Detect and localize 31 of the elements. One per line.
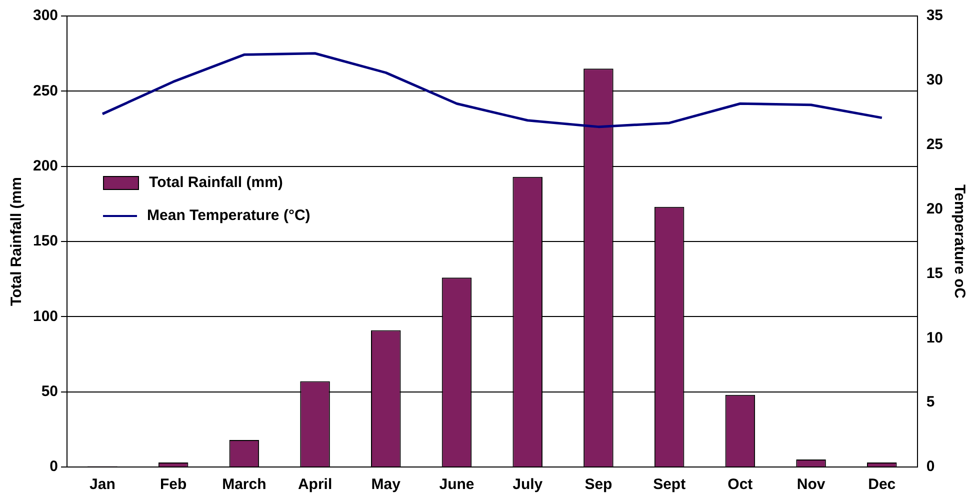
y2-tick-label: 30 <box>926 72 944 89</box>
y-tick-label: 200 <box>32 157 58 174</box>
x-tick-label: June <box>439 476 474 494</box>
x-tick-label: Sep <box>584 476 612 494</box>
x-tick-label: Jan <box>90 476 116 494</box>
y2-tick-label: 10 <box>926 329 944 346</box>
x-tick-label: July <box>512 476 544 494</box>
legend-label: Mean Temperature (°C) <box>147 207 310 224</box>
y-tick-label: 100 <box>32 308 58 325</box>
x-tick-label: Nov <box>796 476 826 494</box>
x-tick-label: Sept <box>653 476 686 494</box>
y-tick-label: 150 <box>32 232 58 250</box>
y-tick-label: 0 <box>50 458 58 476</box>
y2-tick-label: 35 <box>926 7 944 24</box>
x-tick-label: Dec <box>868 476 896 494</box>
y2-tick-label: 0 <box>926 458 935 476</box>
y2-tick-label: 15 <box>926 264 944 282</box>
y-axis-title: Total Rainfall (mm <box>8 177 26 306</box>
y2-axis-title: Temperature oC <box>950 184 968 299</box>
x-tick-label: May <box>371 476 402 494</box>
x-tick-label: April <box>298 476 332 494</box>
y2-tick-label: 5 <box>926 394 935 411</box>
x-tick-label: March <box>222 476 266 494</box>
legend-label: Total Rainfall (mm) <box>149 174 283 191</box>
y-tick-label: 50 <box>41 382 58 400</box>
x-tick-label: Feb <box>160 476 187 494</box>
y-tick-label: 250 <box>32 82 58 100</box>
y2-tick-label: 20 <box>926 200 944 218</box>
y2-tick-label: 25 <box>926 136 944 153</box>
y-tick-label: 300 <box>32 7 58 24</box>
x-tick-label: Oct <box>728 476 753 494</box>
